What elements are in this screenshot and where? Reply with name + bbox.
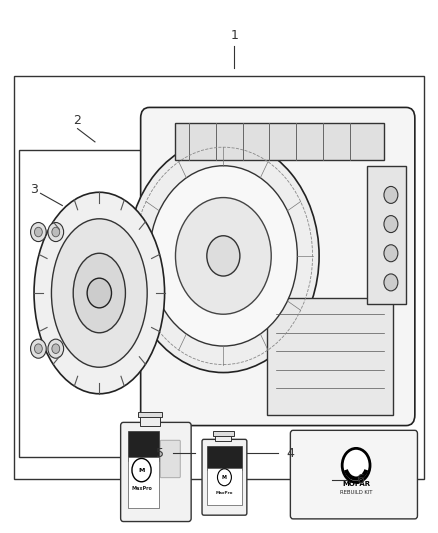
Text: MaxPro: MaxPro <box>216 491 233 495</box>
Circle shape <box>149 166 297 346</box>
Circle shape <box>384 274 398 291</box>
Bar <box>127 457 159 508</box>
FancyBboxPatch shape <box>290 430 417 519</box>
FancyBboxPatch shape <box>160 440 180 478</box>
Circle shape <box>87 278 112 308</box>
Circle shape <box>52 227 60 237</box>
FancyBboxPatch shape <box>202 439 247 515</box>
Text: 5: 5 <box>156 447 164 459</box>
Bar <box>140 417 160 425</box>
Circle shape <box>31 339 46 358</box>
Text: 2: 2 <box>74 114 81 127</box>
Circle shape <box>35 344 42 353</box>
Bar <box>213 431 233 436</box>
Circle shape <box>48 222 64 241</box>
Bar <box>207 468 242 505</box>
Text: 1: 1 <box>230 29 238 42</box>
Ellipse shape <box>34 192 165 394</box>
Circle shape <box>48 339 64 358</box>
Text: 4: 4 <box>287 447 295 459</box>
Circle shape <box>384 245 398 262</box>
Circle shape <box>342 448 370 482</box>
Circle shape <box>31 222 46 241</box>
Text: 3: 3 <box>30 183 38 196</box>
Text: M: M <box>222 475 227 480</box>
Circle shape <box>218 469 231 486</box>
Bar <box>215 436 231 441</box>
Bar <box>14 76 424 479</box>
Bar <box>138 411 162 417</box>
Text: 6: 6 <box>357 473 364 486</box>
Text: REBUILD KIT: REBUILD KIT <box>340 490 372 495</box>
Text: MaxPro: MaxPro <box>131 486 152 491</box>
Circle shape <box>384 187 398 204</box>
Bar <box>207 447 242 470</box>
Bar <box>176 123 385 160</box>
Bar <box>267 298 393 415</box>
Circle shape <box>52 344 60 353</box>
Circle shape <box>207 236 240 276</box>
Ellipse shape <box>73 253 125 333</box>
FancyBboxPatch shape <box>141 108 415 425</box>
Bar <box>367 166 406 304</box>
Text: M: M <box>138 467 145 473</box>
Circle shape <box>384 216 398 232</box>
FancyBboxPatch shape <box>120 422 191 521</box>
Circle shape <box>35 227 42 237</box>
Circle shape <box>132 458 151 482</box>
Circle shape <box>176 198 271 314</box>
Bar <box>127 431 159 461</box>
Circle shape <box>127 139 319 373</box>
Bar <box>19 150 176 457</box>
Text: MOPAR: MOPAR <box>342 481 370 487</box>
Ellipse shape <box>51 219 147 367</box>
